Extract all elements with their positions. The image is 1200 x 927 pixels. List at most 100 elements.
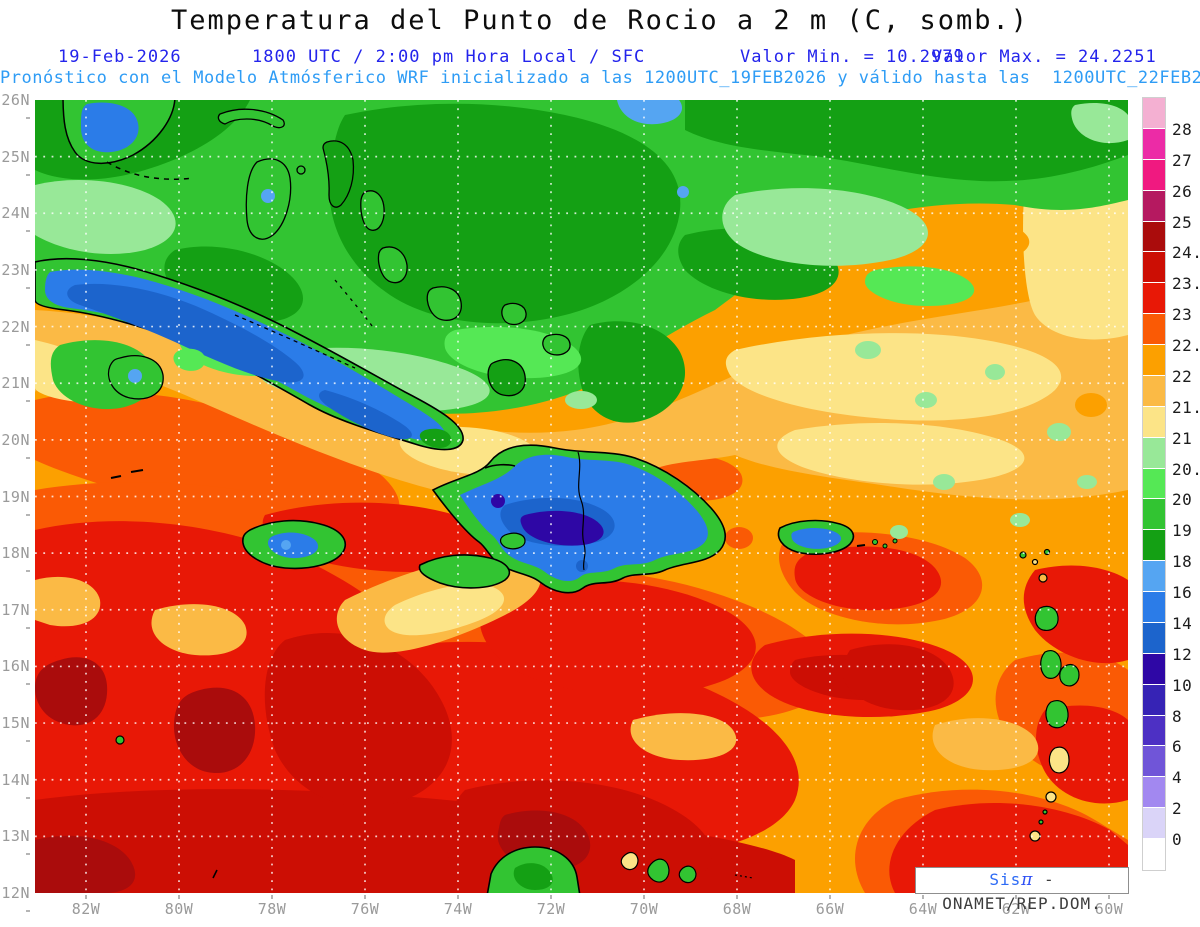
colorbar-segment-6 — [1143, 283, 1165, 315]
lon-label-66W: 66W — [810, 895, 850, 918]
colorbar-label-22: 22 — [1172, 366, 1193, 386]
lat-label-13N: 13N — [0, 827, 30, 863]
colorbar-label-21: 21 — [1172, 428, 1193, 448]
cayman-islands — [110, 469, 144, 479]
colorbar-label-24.5: 24.5 — [1172, 243, 1200, 263]
bahamas-islands — [217, 108, 571, 397]
lat-label-24N: 24N — [0, 204, 30, 240]
lat-label-19N: 19N — [0, 488, 30, 524]
valid-time: 1800 UTC / 2:00 pm Hora Local / SFC — [252, 47, 646, 67]
hispaniola-island — [418, 444, 727, 594]
colorbar-segment-20 — [1143, 715, 1165, 747]
dewpoint-field-canvas — [35, 100, 1128, 893]
colorbar-label-8: 8 — [1172, 706, 1183, 726]
lat-label-23N: 23N — [0, 261, 30, 297]
lon-label-64W: 64W — [903, 895, 943, 918]
colorbar-segment-10 — [1143, 406, 1165, 438]
puerto-rico-island — [777, 519, 898, 555]
florida-tip — [62, 100, 194, 180]
lat-label-22N: 22N — [0, 318, 30, 354]
colorbar-label-22.5: 22.5 — [1172, 336, 1200, 356]
colorbar-label-14: 14 — [1172, 613, 1193, 633]
colorbar-label-20: 20 — [1172, 490, 1193, 510]
lon-label-76W: 76W — [345, 895, 385, 918]
lat-label-18N: 18N — [0, 544, 30, 580]
colorbar-label-20.5: 20.5 — [1172, 459, 1200, 479]
colorbar-label-4: 4 — [1172, 768, 1183, 788]
colorbar-segment-16 — [1143, 592, 1165, 623]
colorbar-segment-3 — [1143, 190, 1165, 222]
colorbar-label-26: 26 — [1172, 181, 1193, 201]
lon-label-68W: 68W — [717, 895, 757, 918]
colorbar-segment-1 — [1143, 128, 1165, 160]
lat-label-14N: 14N — [0, 771, 30, 807]
colorbar-segment-2 — [1143, 159, 1165, 191]
lat-label-16N: 16N — [0, 657, 30, 693]
colorbar-segment-8 — [1143, 345, 1165, 376]
lon-label-70W: 70W — [624, 895, 664, 918]
contour-map — [35, 100, 1128, 893]
value-min: Valor Min. = 10.2979 — [740, 47, 965, 67]
lat-label-15N: 15N — [0, 714, 30, 750]
colorbar-label-23: 23 — [1172, 305, 1193, 325]
colorbar-label-16: 16 — [1172, 583, 1193, 603]
colorbar-segment-9 — [1143, 375, 1165, 407]
mint-speckles — [565, 341, 1097, 539]
lat-label-17N: 17N — [0, 601, 30, 637]
colorbar-segment-5 — [1143, 252, 1165, 284]
colorbar-segment-13 — [1143, 499, 1165, 531]
lon-label-62W: 62W — [996, 895, 1036, 918]
page-title: Temperatura del Punto de Rocio a 2 m (C,… — [170, 5, 1029, 36]
attribution-org: - ONAMET/REP.DOM. — [942, 870, 1102, 913]
colorbar-label-21.5: 21.5 — [1172, 397, 1200, 417]
colorbar-label-10: 10 — [1172, 675, 1193, 695]
lat-label-25N: 25N — [0, 148, 30, 184]
pi-symbol: π — [1021, 870, 1034, 890]
cuba-island — [35, 257, 464, 451]
colorbar-segment-22 — [1143, 777, 1165, 809]
colorbar-label-0: 0 — [1172, 830, 1183, 850]
colorbar-label-25: 25 — [1172, 212, 1193, 232]
guajira-coast — [115, 735, 581, 893]
colorbar-scale — [1142, 97, 1166, 871]
run-date: 19-Feb-2026 — [58, 47, 182, 67]
colorbar-label-23.5: 23.5 — [1172, 274, 1200, 294]
lat-label-20N: 20N — [0, 431, 30, 467]
colorbar-segment-12 — [1143, 468, 1165, 500]
colorbar-label-6: 6 — [1172, 737, 1183, 757]
colorbar-label-12: 12 — [1172, 644, 1193, 664]
lon-label-82W: 82W — [66, 895, 106, 918]
colorbar-segment-4 — [1143, 221, 1165, 253]
lesser-antilles-chain — [1019, 548, 1080, 842]
colorbar-segment-11 — [1143, 437, 1165, 469]
lon-label-60W: 60W — [1089, 895, 1129, 918]
amber-transition-band — [35, 154, 1128, 501]
colorbar-label-19: 19 — [1172, 521, 1193, 541]
colorbar-segment-18 — [1143, 653, 1165, 685]
lon-label-80W: 80W — [159, 895, 199, 918]
lon-label-74W: 74W — [438, 895, 478, 918]
colorbar-segment-19 — [1143, 684, 1165, 716]
colorbar-segment-7 — [1143, 314, 1165, 345]
lat-label-26N: 26N — [0, 91, 30, 127]
value-max: Valor Max. = 24.2251 — [932, 47, 1157, 67]
colorbar-segment-21 — [1143, 746, 1165, 778]
sispi-brand: Sis — [989, 870, 1022, 889]
lat-label-12N: 12N — [0, 884, 30, 920]
lon-label-72W: 72W — [531, 895, 571, 918]
south-warm-field — [35, 391, 1128, 893]
colorbar-segment-14 — [1143, 530, 1165, 562]
colorbar-label-18: 18 — [1172, 552, 1193, 572]
colorbar-segment-15 — [1143, 561, 1165, 592]
jamaica-island — [242, 519, 346, 570]
colorbar-label-28: 28 — [1172, 119, 1193, 139]
colorbar-label-2: 2 — [1172, 799, 1183, 819]
colorbar-segment-24 — [1143, 839, 1165, 870]
colorbar-segment-0 — [1143, 98, 1165, 129]
abc-islands — [620, 851, 754, 884]
colorbar-label-27: 27 — [1172, 150, 1193, 170]
colorbar-segment-17 — [1143, 622, 1165, 654]
attribution-box: Sisπ - ONAMET/REP.DOM. — [915, 867, 1129, 913]
colorbar-segment-23 — [1143, 808, 1165, 839]
